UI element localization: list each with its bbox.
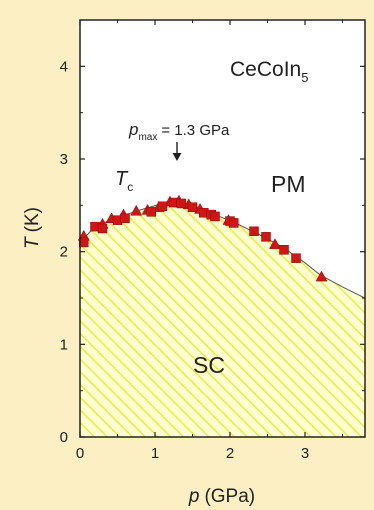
triangle-data-point xyxy=(130,204,143,216)
square-data-point xyxy=(279,245,289,255)
square-data-point xyxy=(210,211,220,222)
compound-label: CeCoIn5 xyxy=(230,58,308,85)
square-data-point xyxy=(146,207,156,217)
sc-label: SC xyxy=(193,352,225,378)
y-axis-unit: (K) xyxy=(22,207,43,232)
pmax-arrow-head xyxy=(172,153,182,161)
square-data-point xyxy=(291,253,301,263)
pmax-subscript: max xyxy=(138,132,157,143)
square-data-point xyxy=(120,213,130,224)
triangle-data-point xyxy=(269,238,281,249)
square-data-point xyxy=(261,232,271,242)
x-axis-variable: p xyxy=(188,486,200,507)
y-tick-label: 4 xyxy=(60,58,68,75)
compound-subscript: 5 xyxy=(301,70,308,85)
y-tick-label: 3 xyxy=(60,151,68,168)
x-tick-label: 1 xyxy=(151,445,159,462)
square-data-point xyxy=(229,218,239,228)
tc-variable: T xyxy=(115,168,129,190)
square-data-point xyxy=(176,198,186,209)
y-tick-label: 0 xyxy=(60,429,68,446)
y-tick-label: 2 xyxy=(60,244,68,261)
y-axis-variable: T xyxy=(22,236,43,249)
x-axis-unit: (GPa) xyxy=(204,486,255,507)
pm-label: PM xyxy=(271,171,306,197)
data-markers xyxy=(77,194,328,282)
y-tick-label: 1 xyxy=(60,336,68,353)
y-axis-title: T (K) xyxy=(22,207,43,249)
square-data-point xyxy=(187,202,198,212)
x-tick-label: 0 xyxy=(76,445,84,462)
axis-ticks: 0 1 2 3 0 1 2 3 4 xyxy=(60,20,365,462)
x-tick-label: 2 xyxy=(226,445,234,462)
square-data-point xyxy=(249,226,259,237)
square-data-point xyxy=(97,223,108,234)
pmax-value: = 1.3 GPa xyxy=(161,122,230,139)
x-tick-label: 3 xyxy=(301,445,309,462)
tc-subscript: c xyxy=(127,180,133,194)
plot-frame xyxy=(79,19,366,438)
triangle-data-point xyxy=(315,270,328,282)
compound-main: CeCoIn xyxy=(230,58,301,81)
x-axis-title: p (GPa) xyxy=(188,486,255,507)
tc-label: Tc xyxy=(115,168,133,194)
pmax-label: pmax = 1.3 GPa xyxy=(128,120,230,143)
square-data-point xyxy=(157,201,168,212)
pmax-variable: p xyxy=(128,120,138,139)
